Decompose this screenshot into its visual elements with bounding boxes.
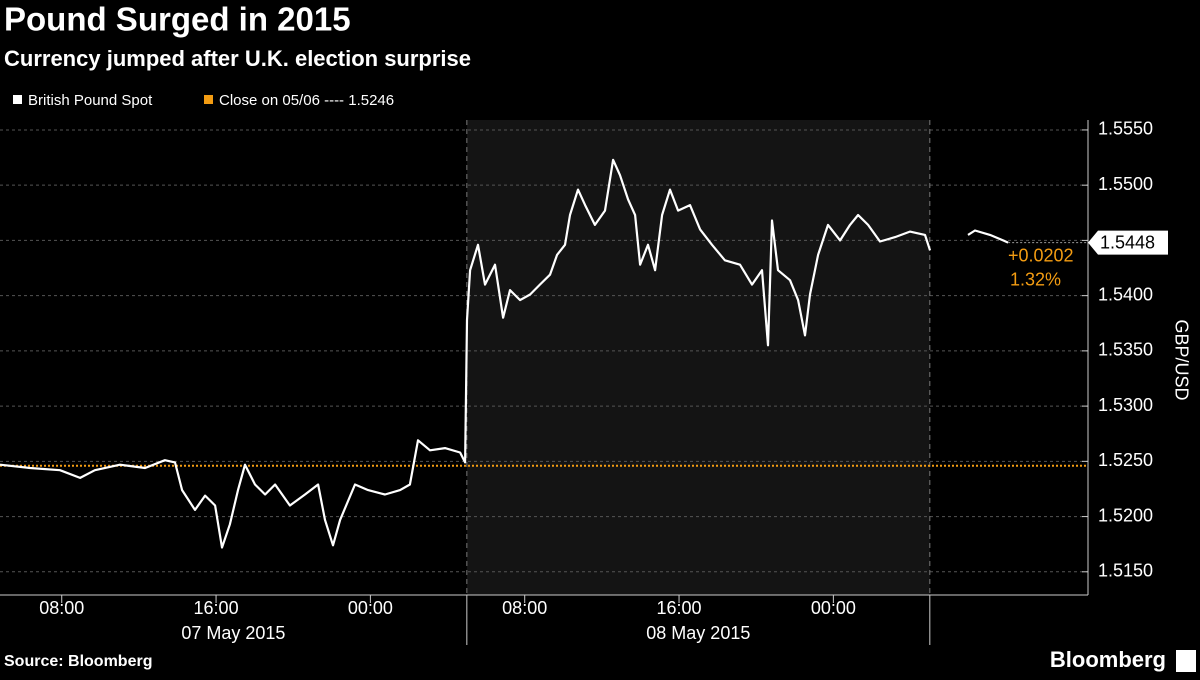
- legend: British Pound Spot Close on 05/06 ---- 1.…: [13, 92, 394, 109]
- x-tick-label: 08:00: [502, 598, 547, 618]
- day-band: [466, 120, 930, 595]
- x-tick-label: 08:00: [39, 598, 84, 618]
- legend-swatch: [204, 95, 213, 104]
- y-tick-label: 1.5250: [1098, 450, 1153, 470]
- y-tick-label: 1.5550: [1098, 119, 1153, 139]
- chart-subtitle: Currency jumped after U.K. election surp…: [4, 46, 471, 71]
- x-tick-label: 00:00: [348, 598, 393, 618]
- legend-label: Close on 05/06 ---- 1.5246: [219, 92, 394, 109]
- y-tick-label: 1.5500: [1098, 174, 1153, 194]
- brand-icon: [1176, 650, 1196, 672]
- x-tick-label: 16:00: [657, 598, 702, 618]
- chart-title: Pound Surged in 2015: [4, 1, 351, 38]
- day-label: 07 May 2015: [181, 623, 285, 643]
- x-tick-label: 00:00: [811, 598, 856, 618]
- legend-label: British Pound Spot: [28, 92, 153, 109]
- change-label: 1.32%: [1010, 269, 1061, 289]
- last-value-box: [1088, 230, 1168, 255]
- y-axis-label: GBP/USD: [1171, 319, 1191, 400]
- last-value-label: 1.5448: [1100, 232, 1155, 252]
- price-line: [0, 158, 1009, 549]
- y-tick-label: 1.5200: [1098, 505, 1153, 525]
- change-label: +0.0202: [1008, 245, 1074, 265]
- y-tick-label: 1.5300: [1098, 395, 1153, 415]
- brand-logo: Bloomberg: [1050, 647, 1166, 672]
- y-tick-label: 1.5400: [1098, 284, 1153, 304]
- x-tick-label: 16:00: [194, 598, 239, 618]
- day-label: 08 May 2015: [646, 623, 750, 643]
- legend-swatch: [13, 95, 22, 104]
- y-tick-label: 1.5350: [1098, 340, 1153, 360]
- source: Source: Bloomberg: [4, 653, 152, 670]
- y-tick-label: 1.5150: [1098, 561, 1153, 581]
